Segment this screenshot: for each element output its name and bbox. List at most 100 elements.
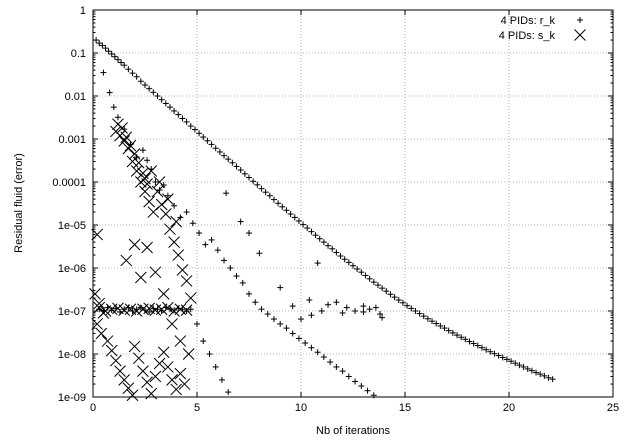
data-point-r-k [114,56,121,63]
x-axis-label: Nb of iterations [316,425,390,437]
data-point-r-k [352,378,359,385]
data-point-r-k [196,230,203,237]
legend: 4 PIDs: r_k 4 PIDs: s_k [499,15,586,42]
data-point-s-k [126,389,139,402]
data-point-r-k [137,78,144,85]
data-point-s-k [89,288,101,300]
data-point-s-k [118,374,131,386]
data-point-r-k [250,178,257,185]
data-point-r-k [110,104,117,111]
data-point-r-k [302,340,309,347]
data-point-r-k [495,352,502,359]
data-point-s-k [176,264,189,276]
x-tick-label: 5 [194,402,200,414]
data-point-r-k [306,297,313,304]
data-point-s-k [128,340,141,353]
data-point-r-k [341,256,348,263]
data-point-s-k [182,348,195,360]
data-point-r-k [366,275,373,282]
data-point-r-k [404,302,411,309]
data-point-r-k [206,351,213,357]
grid [93,10,613,397]
data-point-r-k [391,294,398,301]
data-point-r-k [308,228,315,235]
data-point-r-k [262,189,269,196]
data-point-r-k [106,89,113,96]
data-point-r-k [345,259,352,266]
data-point-r-k [246,174,252,181]
data-point-r-k [99,42,106,49]
data-point-r-k [208,236,215,243]
data-point-r-k [277,284,284,291]
data-point-r-k [316,235,323,242]
data-point-s-k [93,297,106,310]
data-point-r-k [121,306,128,313]
data-point-r-k [114,114,121,121]
data-point-r-k [279,203,286,210]
data-point-r-k [146,308,153,315]
data-point-r-k [345,373,352,380]
data-point-r-k [454,332,460,339]
data-point-r-k [458,334,465,341]
data-point-r-k [362,272,369,279]
data-point-s-k [116,122,128,134]
data-point-r-k [108,50,115,57]
y-tick-label: 0.1 [71,48,86,60]
data-point-r-k [312,232,319,239]
data-point-r-k [166,104,173,111]
data-point-r-k [487,348,494,355]
data-point-r-k [214,247,221,254]
legend-label-r-k: 4 PIDs: r_k [501,15,556,27]
data-point-r-k [383,288,390,295]
data-point-r-k [314,349,321,356]
data-point-s-k [114,365,126,377]
data-points [89,37,556,402]
data-point-r-k [154,93,161,99]
axis-ticks: 0 5 10 15 20 25 1e-09 1e-08 1e-07 1e-06 1e-05 0.000… [52,5,619,414]
x-tick-label: 15 [399,402,411,414]
data-point-r-k [300,221,307,228]
data-point-r-k [102,45,109,52]
data-point-s-k [157,288,170,300]
data-point-r-k [233,273,240,280]
data-point-r-k [189,220,196,227]
data-point-r-k [237,167,244,174]
data-point-r-k [223,190,230,197]
data-point-r-k [204,137,211,144]
data-point-r-k [158,96,165,103]
data-point-s-k [143,195,156,208]
data-point-s-k [120,131,133,144]
data-point-r-k [478,344,485,351]
y-tick-label: 0.0001 [52,177,86,189]
data-point-r-k [325,242,332,249]
data-point-r-k [333,249,340,256]
data-point-r-k [358,383,365,390]
data-point-r-k [377,311,384,318]
data-point-s-k [162,301,174,314]
data-point-r-k [333,299,340,306]
data-point-s-k [174,335,187,347]
legend-marker-r-k [577,17,583,23]
data-point-r-k [289,303,296,310]
data-point-r-k [298,316,304,323]
data-point-r-k [537,371,544,378]
data-point-r-k [175,111,182,118]
data-point-r-k [275,200,282,207]
data-point-s-k [110,354,122,367]
data-point-r-k [105,48,112,55]
data-point-s-k [147,206,160,218]
data-point-r-k [96,40,103,47]
data-point-r-k [160,182,167,189]
data-point-r-k [320,239,327,246]
y-tick-label: 1e-09 [58,392,86,404]
data-point-r-k [374,282,381,289]
data-point-r-k [462,336,469,343]
data-point-r-k [512,360,519,367]
y-tick-label: 0.01 [65,91,86,103]
data-point-r-k [111,53,118,60]
data-point-r-k [139,147,146,154]
data-point-r-k [320,354,327,361]
data-point-r-k [333,363,340,370]
data-point-r-k [266,192,273,199]
data-point-r-k [246,230,252,237]
